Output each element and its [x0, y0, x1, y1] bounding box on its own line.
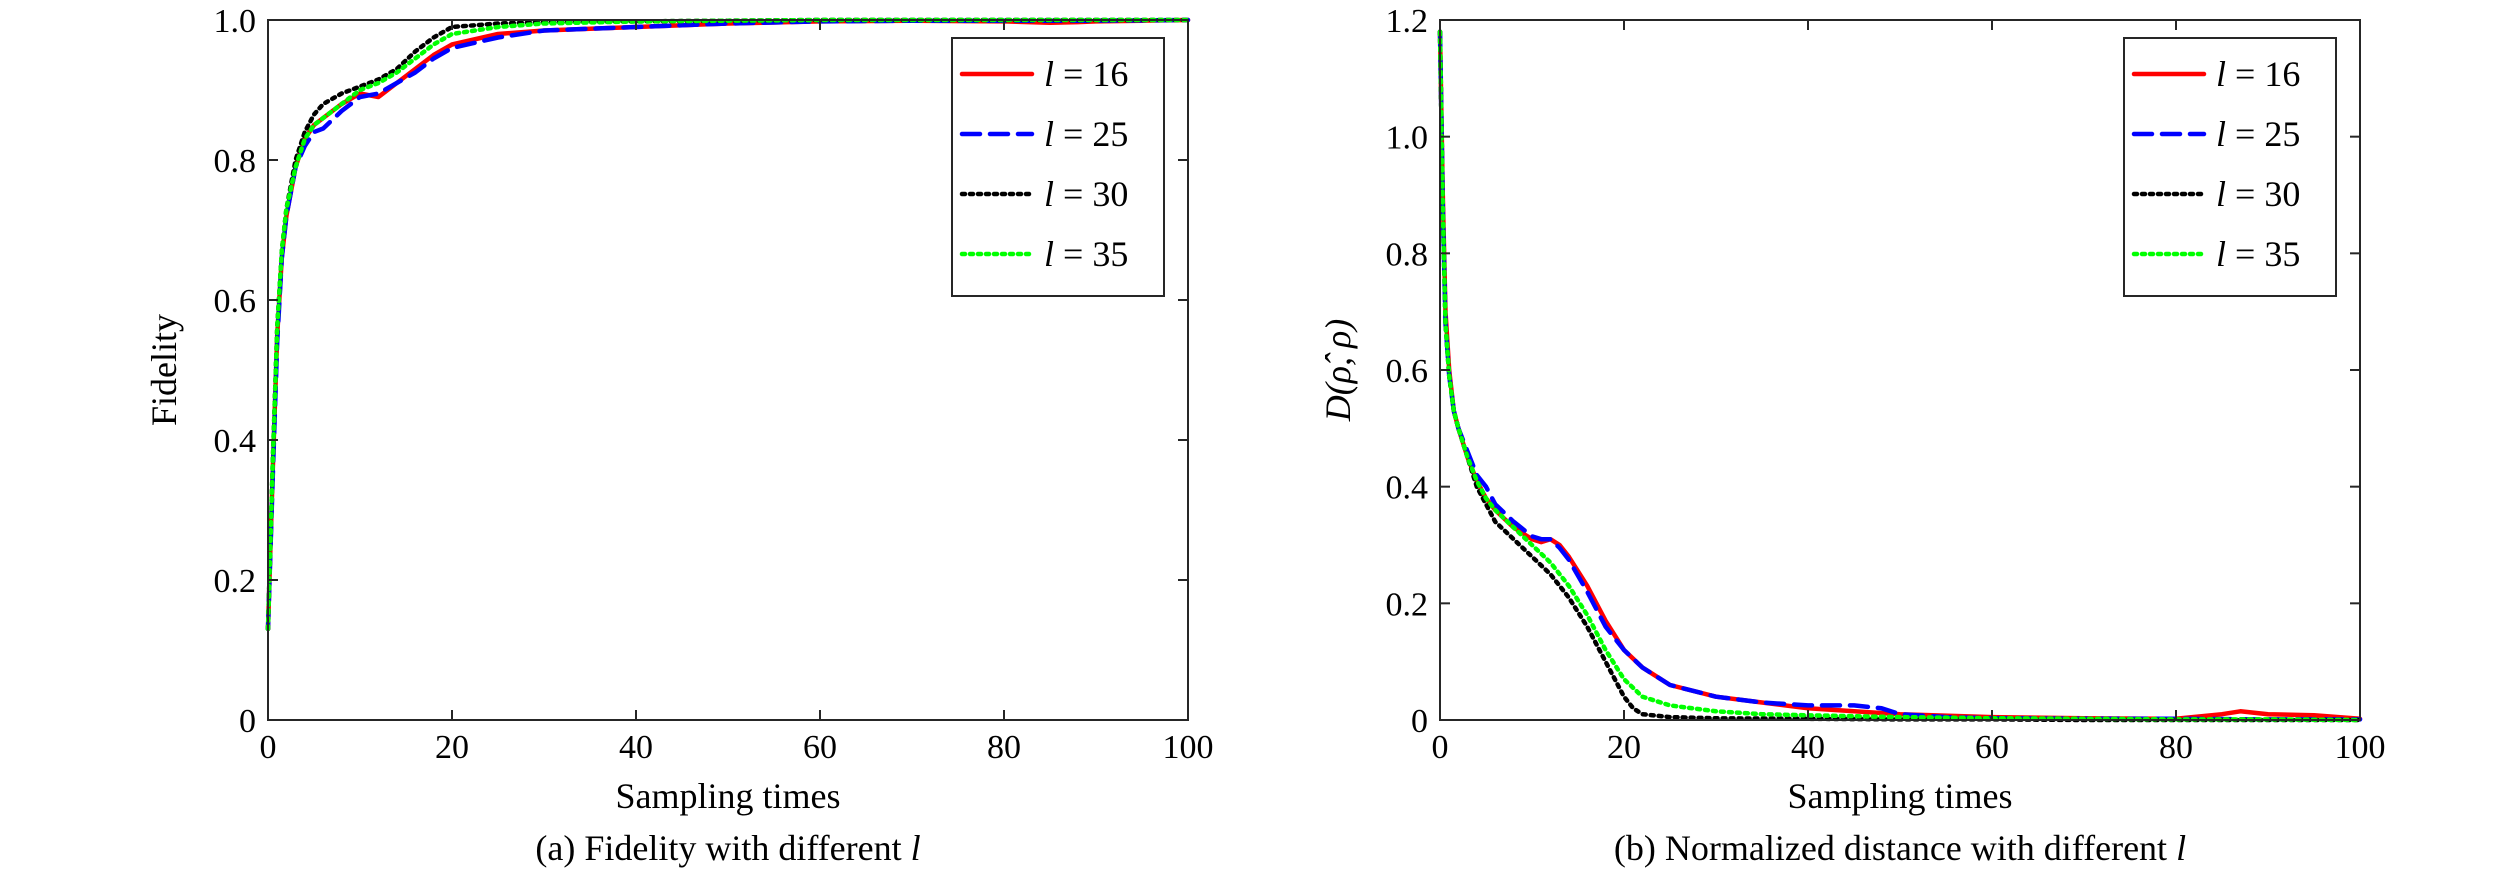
panel-b-legend: l = 16l = 25l = 30l = 35	[2123, 37, 2337, 297]
panel-b-ticks	[1439, 19, 2361, 721]
panel-a-x-tick-label-2: 40	[619, 729, 653, 766]
panel-a-caption-var: l	[911, 828, 921, 868]
panel-b-y-tick-label-1: 0.2	[1386, 586, 1429, 623]
panel-b-y-tick-label-2: 0.4	[1386, 470, 1429, 507]
panel-b-series-line-3	[1437, 29, 2363, 723]
panel-a-tick-labels: 0 20 40 60 80 100 0 0.2 0.4 0.6 0.8 1.0	[214, 3, 1214, 766]
panel-a-x-tick-label-1: 20	[435, 729, 469, 766]
panel-a-legend-value-2: = 30	[1054, 174, 1128, 214]
panel-b-legend-value-3: = 35	[2226, 234, 2300, 274]
panel-b-y-tick-label-6: 1.2	[1386, 3, 1429, 40]
panel-a-legend-label-0: l = 16	[1044, 54, 1128, 94]
panel-a-y-axis-label: Fidelity	[144, 314, 184, 426]
panel-a-legend-label-3: l = 35	[1044, 234, 1128, 274]
panel-a-legend-value-0: = 16	[1054, 54, 1128, 94]
panel-b-x-tick-label-5: 100	[2335, 729, 2386, 766]
panel-b-x-tick-label-0: 0	[1432, 729, 1449, 766]
panel-a-fidelity: 0 20 40 60 80 100 0 0.2 0.4 0.6 0.8 1.0 Sampling ti…	[144, 3, 1214, 868]
panel-a-legend-label-1: l = 25	[1044, 114, 1128, 154]
panel-b-legend-value-1: = 25	[2226, 114, 2300, 154]
panel-b-y-tick-label-4: 0.8	[1386, 236, 1429, 273]
panel-b-y-label-prefix: D(	[1318, 381, 1358, 422]
panel-a-legend-label-2: l = 30	[1044, 174, 1128, 214]
panel-b-legend-var-0: l	[2216, 54, 2226, 94]
panel-b-caption-text: (b) Normalized distance with different	[1614, 828, 2176, 868]
panel-b-x-axis-label: Sampling times	[1788, 776, 2013, 816]
panel-a-x-axis-label: Sampling times	[616, 776, 841, 816]
panel-b-y-tick-label-3: 0.6	[1386, 353, 1429, 390]
panel-b-legend-var-2: l	[2216, 174, 2226, 214]
panel-b-x-tick-label-1: 20	[1607, 729, 1641, 766]
panel-b-legend-label-2: l = 30	[2216, 174, 2300, 214]
panel-a-legend-var-1: l	[1044, 114, 1054, 154]
panel-a-caption: (a) Fidelity with different l	[535, 828, 920, 868]
panel-b-legend-label-1: l = 25	[2216, 114, 2300, 154]
panel-b-legend-var-3: l	[2216, 234, 2226, 274]
panel-b-legend-var-1: l	[2216, 114, 2226, 154]
panel-a-x-tick-label-3: 60	[803, 729, 837, 766]
panel-a-ticks	[267, 19, 1189, 721]
panel-a-y-tick-label-1: 0.2	[214, 563, 257, 600]
panel-b-distance: 0 20 40 60 80 100 0 0.2 0.4 0.6 0.8 1.0 1.2 Sampling…	[1318, 3, 2386, 868]
panel-a-y-tick-label-4: 0.8	[214, 143, 257, 180]
panel-a-y-tick-label-5: 1.0	[214, 3, 257, 40]
panel-a-legend-value-3: = 35	[1054, 234, 1128, 274]
panel-b-legend-label-3: l = 35	[2216, 234, 2300, 274]
panel-b-caption: (b) Normalized distance with different l	[1614, 828, 2186, 868]
panel-a-x-tick-label-4: 80	[987, 729, 1021, 766]
panel-b-y-axis-label: D(ρ̂, ρ)	[1318, 319, 1358, 423]
panel-b-tick-labels: 0 20 40 60 80 100 0 0.2 0.4 0.6 0.8 1.0 1.2	[1386, 3, 2386, 766]
panel-a-legend: l = 16l = 25l = 30l = 35	[951, 37, 1165, 297]
panel-b-x-tick-label-4: 80	[2159, 729, 2193, 766]
panel-b-legend-value-2: = 30	[2226, 174, 2300, 214]
panel-a-legend-items: l = 16l = 25l = 30l = 35	[959, 54, 1128, 274]
panel-b-caption-var: l	[2176, 828, 2186, 868]
panel-a-y-tick-label-2: 0.4	[214, 423, 257, 460]
panel-a-x-tick-label-5: 100	[1163, 729, 1214, 766]
panel-b-legend-label-0: l = 16	[2216, 54, 2300, 94]
panel-a-caption-text: (a) Fidelity with different	[535, 828, 910, 868]
panel-a-plot-frame	[267, 19, 1189, 721]
panel-b-y-label-suffix: , ρ)	[1318, 319, 1358, 366]
panel-a-x-tick-label-0: 0	[260, 729, 277, 766]
panel-a-legend-var-3: l	[1044, 234, 1054, 274]
panel-b-y-tick-label-5: 1.0	[1386, 120, 1429, 157]
panel-a-legend-value-1: = 25	[1054, 114, 1128, 154]
panel-b-y-tick-label-0: 0	[1411, 703, 1428, 740]
panel-a-y-tick-label-0: 0	[239, 703, 256, 740]
panel-b-x-tick-label-3: 60	[1975, 729, 2009, 766]
panel-a-legend-var-2: l	[1044, 174, 1054, 214]
panel-b-legend-value-0: = 16	[2226, 54, 2300, 94]
panel-b-x-tick-label-2: 40	[1791, 729, 1825, 766]
panel-b-legend-items: l = 16l = 25l = 30l = 35	[2131, 54, 2300, 274]
panel-a-legend-var-0: l	[1044, 54, 1054, 94]
panel-a-y-tick-label-3: 0.6	[214, 283, 257, 320]
